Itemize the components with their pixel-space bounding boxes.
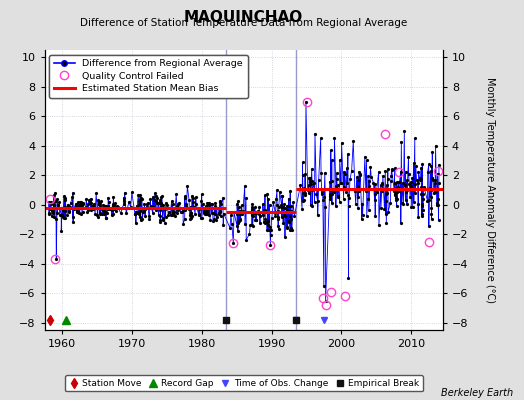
Y-axis label: Monthly Temperature Anomaly Difference (°C): Monthly Temperature Anomaly Difference (… <box>485 77 495 303</box>
Text: Difference of Station Temperature Data from Regional Average: Difference of Station Temperature Data f… <box>80 18 407 28</box>
Legend: Station Move, Record Gap, Time of Obs. Change, Empirical Break: Station Move, Record Gap, Time of Obs. C… <box>65 375 422 392</box>
Text: Berkeley Earth: Berkeley Earth <box>441 388 514 398</box>
Text: MAQUINCHAO: MAQUINCHAO <box>184 10 303 25</box>
Legend: Difference from Regional Average, Quality Control Failed, Estimated Station Mean: Difference from Regional Average, Qualit… <box>49 55 248 98</box>
